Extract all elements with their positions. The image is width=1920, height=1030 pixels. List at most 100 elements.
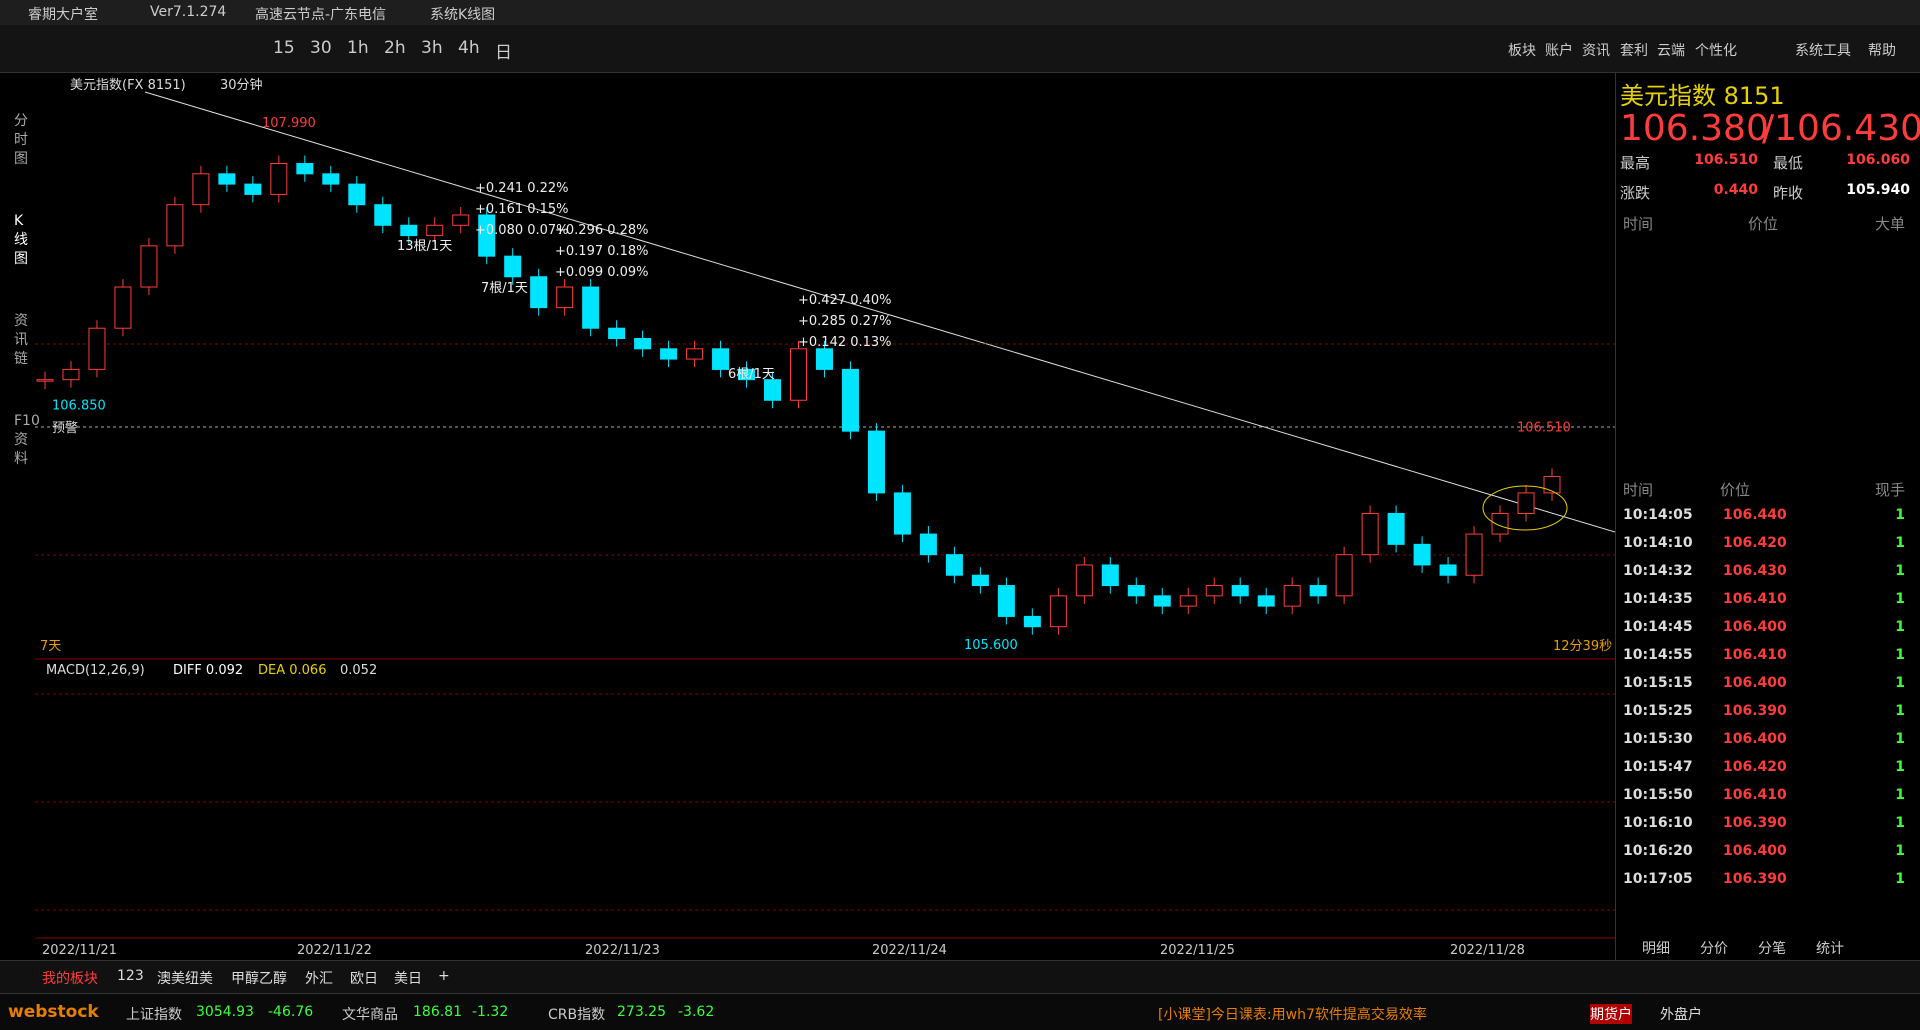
- label: 高速云节点-广东电信: [255, 7, 387, 23]
- candle: [62, 368, 80, 381]
- annotation: +0.197 0.18%: [555, 244, 649, 259]
- annotation: +0.296 0.28%: [555, 223, 649, 238]
- label: 10:14:45: [1623, 619, 1693, 635]
- label[interactable]: 4h: [458, 38, 480, 58]
- label: 最低: [1773, 154, 1804, 172]
- label: 1: [1895, 535, 1905, 551]
- divider: [1615, 72, 1616, 960]
- trend-line: [144, 91, 1615, 533]
- candle: [36, 379, 54, 382]
- label: 106.380: [1620, 108, 1769, 149]
- label[interactable]: 分时图: [14, 113, 28, 167]
- candle: [1023, 615, 1041, 628]
- alert: 预警: [52, 420, 78, 436]
- label[interactable]: 帮助: [1868, 43, 1896, 59]
- candle: [841, 368, 859, 432]
- date-label: 2022/11/22: [297, 943, 372, 958]
- label[interactable]: 资讯链: [14, 313, 28, 367]
- candle: [1231, 585, 1249, 597]
- label[interactable]: 分价: [1700, 941, 1728, 957]
- label[interactable]: 外盘户: [1660, 1007, 1702, 1023]
- label: 10:15:15: [1623, 675, 1693, 691]
- candle: [426, 224, 444, 237]
- annotation: +0.241 0.22%: [475, 181, 569, 196]
- label[interactable]: 1h: [347, 38, 369, 58]
- candle: [530, 276, 548, 309]
- candle: [1465, 533, 1483, 576]
- label: -1.32: [472, 1004, 509, 1020]
- label: 10:14:35: [1623, 591, 1693, 607]
- label[interactable]: F10资料: [14, 413, 40, 467]
- label[interactable]: 云端: [1657, 43, 1685, 59]
- label[interactable]: 日: [495, 43, 512, 63]
- label[interactable]: 资讯: [1582, 43, 1610, 59]
- label: 10:15:50: [1623, 787, 1693, 803]
- macd-dea: DEA 0.066: [258, 663, 326, 678]
- candle: [764, 379, 782, 401]
- label[interactable]: 明细: [1642, 941, 1670, 957]
- label[interactable]: 澳美纽美: [157, 971, 213, 987]
- annotation-count: 7根/1天: [481, 281, 528, 296]
- label: 106.510: [1694, 152, 1758, 168]
- label: 时间: [1623, 215, 1654, 233]
- label[interactable]: K线图: [14, 213, 28, 267]
- label[interactable]: 美日: [394, 971, 422, 987]
- candle: [1517, 492, 1535, 514]
- candle: [556, 286, 574, 309]
- annotation: +0.161 0.15%: [475, 202, 569, 217]
- label: 106.390: [1723, 815, 1787, 831]
- price-label: 106.510: [1517, 421, 1571, 436]
- label[interactable]: 系统工具: [1795, 43, 1851, 59]
- label[interactable]: 分笔: [1758, 941, 1786, 957]
- label[interactable]: 期货户: [1590, 1004, 1632, 1024]
- label: 106.410: [1723, 647, 1787, 663]
- label: 1: [1895, 871, 1905, 887]
- candle: [893, 492, 911, 535]
- candle: [997, 585, 1015, 617]
- label[interactable]: 统计: [1816, 941, 1844, 957]
- label: 最高: [1620, 154, 1651, 172]
- label: 3054.93: [196, 1004, 254, 1020]
- label: 昨收: [1773, 184, 1804, 202]
- annotation-count: 13根/1天: [397, 239, 452, 254]
- date-label: 2022/11/28: [1450, 943, 1525, 958]
- label[interactable]: 我的板块: [42, 971, 98, 987]
- price-label: 105.600: [964, 638, 1018, 653]
- candle: [1153, 595, 1171, 607]
- label: 10:17:05: [1623, 871, 1693, 887]
- label[interactable]: +: [438, 968, 450, 984]
- label: 1: [1895, 815, 1905, 831]
- date-label: 2022/11/23: [585, 943, 660, 958]
- candle: [660, 348, 678, 360]
- label: 10:14:55: [1623, 647, 1693, 663]
- label[interactable]: 3h: [421, 38, 443, 58]
- candle: [867, 430, 885, 494]
- label[interactable]: 123: [117, 968, 144, 984]
- label[interactable]: 板块: [1508, 43, 1536, 59]
- candle: [348, 183, 366, 206]
- label[interactable]: 15: [273, 38, 295, 58]
- title-bar: [0, 0, 1920, 25]
- label[interactable]: 账户: [1545, 43, 1573, 59]
- label: CRB指数: [548, 1007, 606, 1023]
- label[interactable]: 外汇: [305, 971, 333, 987]
- annotation: +0.285 0.27%: [798, 314, 892, 329]
- label: [小课堂]今日课表:用wh7软件提高交易效率: [1158, 1007, 1427, 1023]
- label[interactable]: 30: [310, 38, 332, 58]
- candle: [166, 204, 184, 247]
- label[interactable]: 个性化: [1695, 43, 1737, 59]
- label[interactable]: 欧日: [350, 971, 378, 987]
- candle: [945, 554, 963, 576]
- label[interactable]: 套利: [1620, 43, 1648, 59]
- candle: [218, 173, 236, 185]
- label[interactable]: 2h: [384, 38, 406, 58]
- candle: [296, 163, 314, 175]
- label: 106.410: [1723, 787, 1787, 803]
- label[interactable]: 甲醇乙醇: [231, 971, 287, 987]
- candle: [971, 574, 989, 587]
- label: 10:15:47: [1623, 759, 1693, 775]
- candle: [192, 173, 210, 206]
- candle: [1179, 595, 1197, 607]
- candle: [686, 348, 704, 360]
- macd-label: MACD(12,26,9): [46, 663, 145, 678]
